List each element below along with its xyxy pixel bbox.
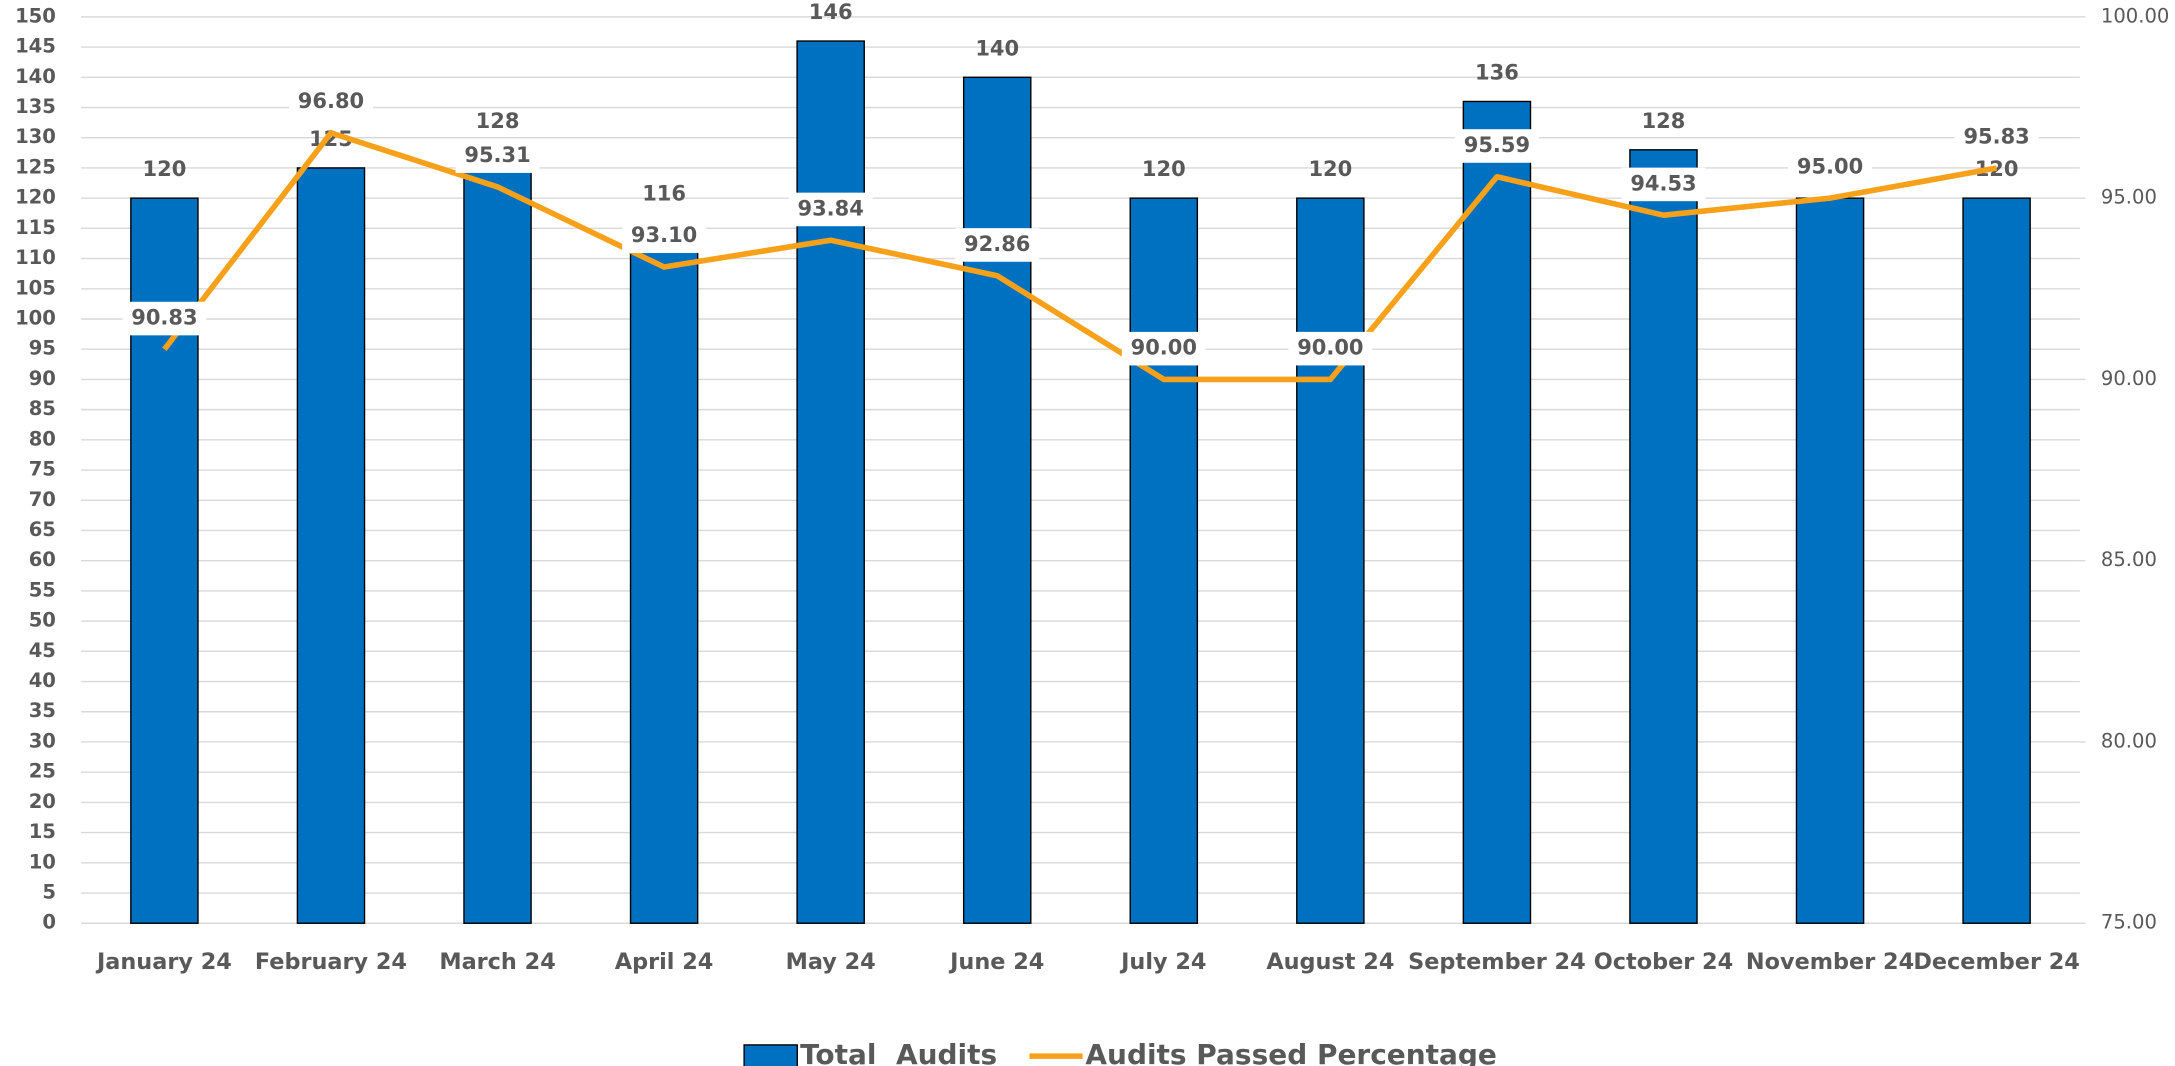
- y2-tick-label: 85.00: [2101, 548, 2157, 571]
- x-tick-label: June 24: [948, 949, 1044, 975]
- y-tick-label: 35: [29, 699, 56, 722]
- bar: [1962, 197, 2031, 924]
- y-tick-label: 80: [29, 427, 56, 450]
- bar: [796, 40, 865, 924]
- x-tick-label: May 24: [786, 949, 876, 975]
- bar-value-label: 140: [975, 36, 1019, 60]
- label-box: [1954, 120, 2039, 155]
- legend-label: Audits Passed Percentage: [1085, 1038, 1497, 1066]
- line-value-label: 93.10: [631, 223, 697, 247]
- bar-value-label: 116: [642, 181, 686, 205]
- bar: [1629, 149, 1698, 924]
- y-tick-label: 5: [42, 881, 56, 904]
- line-value-label: 90.00: [1131, 336, 1197, 360]
- y-tick-label: 95: [29, 337, 56, 360]
- bar-value-label: 136: [1475, 60, 1519, 84]
- y-tick-label: 10: [29, 850, 56, 873]
- y-tick-label: 145: [15, 35, 56, 58]
- label-box: [289, 85, 373, 119]
- label-box: [1121, 331, 1206, 366]
- y-tick-label: 115: [15, 216, 56, 239]
- label-box: [1288, 331, 1373, 366]
- line-value-label: 94.53: [1630, 171, 1696, 195]
- bar-value-label: 128: [476, 109, 520, 133]
- y-tick-label: 90: [29, 367, 56, 390]
- bar: [1462, 100, 1532, 924]
- label-box: [1621, 167, 1706, 202]
- line-value-label: 95.00: [1797, 154, 1863, 178]
- y-tick-label: 0: [42, 911, 56, 934]
- bar: [1129, 197, 1199, 924]
- y-tick-label: 135: [15, 95, 56, 118]
- bar-value-label: 120: [1308, 157, 1352, 181]
- y-tick-label: 120: [15, 186, 56, 209]
- x-tick-label: March 24: [439, 949, 555, 975]
- bar: [296, 167, 366, 924]
- x-tick-label: August 24: [1266, 949, 1394, 975]
- y-tick-label: 45: [29, 639, 56, 662]
- x-tick-label: February 24: [255, 949, 407, 975]
- y-tick-label: 85: [29, 397, 56, 420]
- y-tick-label: 100: [15, 306, 56, 329]
- y2-tick-label: 95.00: [2101, 186, 2157, 209]
- y-tick-label: 105: [15, 276, 56, 299]
- y2-tick-label: 75.00: [2101, 911, 2157, 934]
- x-tick-label: July 24: [1119, 949, 1206, 975]
- line: [162, 130, 1998, 383]
- label-box: [1454, 129, 1539, 163]
- y2-tick-label: 100.00: [2101, 4, 2170, 27]
- y-tick-label: 75: [29, 458, 56, 481]
- y-tick-label: 110: [15, 246, 56, 269]
- bar: [1795, 197, 1865, 924]
- label-box: [622, 219, 707, 254]
- y-tick-label: 25: [29, 760, 56, 783]
- line-value-label: 95.31: [464, 143, 530, 167]
- y-tick-label: 15: [29, 820, 56, 843]
- y-tick-label: 140: [15, 65, 56, 88]
- legend-swatch: [743, 1044, 798, 1066]
- line-value-label: 93.84: [797, 196, 863, 220]
- y-tick-label: 70: [29, 488, 56, 511]
- y-tick-label: 65: [29, 518, 56, 541]
- bar: [1296, 197, 1365, 924]
- bar-value-label: 120: [1142, 157, 1186, 181]
- label-box: [955, 228, 1040, 262]
- label-box: [455, 139, 540, 173]
- bar: [629, 221, 699, 924]
- x-tick-label: October 24: [1594, 949, 1733, 975]
- line-value-label: 92.86: [964, 232, 1030, 256]
- y-tick-label: 150: [15, 4, 56, 27]
- bar-value-label: 146: [809, 0, 853, 24]
- bar-value-label: 120: [143, 157, 187, 181]
- bar: [962, 76, 1032, 924]
- label-box: [122, 301, 207, 336]
- bar-value-label: 128: [1642, 109, 1686, 133]
- y-tick-label: 20: [29, 790, 56, 813]
- y-tick-label: 125: [15, 155, 56, 178]
- y-tick-label: 50: [29, 609, 56, 632]
- y2-tick-label: 80.00: [2101, 729, 2157, 752]
- label-box: [1788, 150, 1873, 185]
- line-value-label: 96.80: [298, 89, 364, 113]
- x-tick-label: December 24: [1913, 949, 2080, 975]
- line-value-label: 90.00: [1297, 336, 1363, 360]
- y2-tick-label: 90.00: [2101, 367, 2157, 390]
- y-tick-label: 130: [15, 125, 56, 148]
- bar: [463, 149, 532, 924]
- y-tick-label: 60: [29, 548, 56, 571]
- x-tick-label: April 24: [615, 949, 714, 975]
- legend-label: Total Audits: [800, 1038, 997, 1066]
- line-value-label: 90.83: [131, 306, 197, 330]
- label-box: [788, 192, 873, 227]
- y-tick-label: 40: [29, 669, 56, 692]
- y-tick-label: 55: [29, 578, 56, 601]
- line-value-label: 95.59: [1464, 133, 1530, 157]
- x-tick-label: November 24: [1746, 949, 1914, 975]
- x-tick-label: January 24: [95, 949, 232, 975]
- y-tick-label: 30: [29, 729, 56, 752]
- line-value-label: 95.83: [1963, 124, 2029, 148]
- x-tick-label: September 24: [1408, 949, 1586, 975]
